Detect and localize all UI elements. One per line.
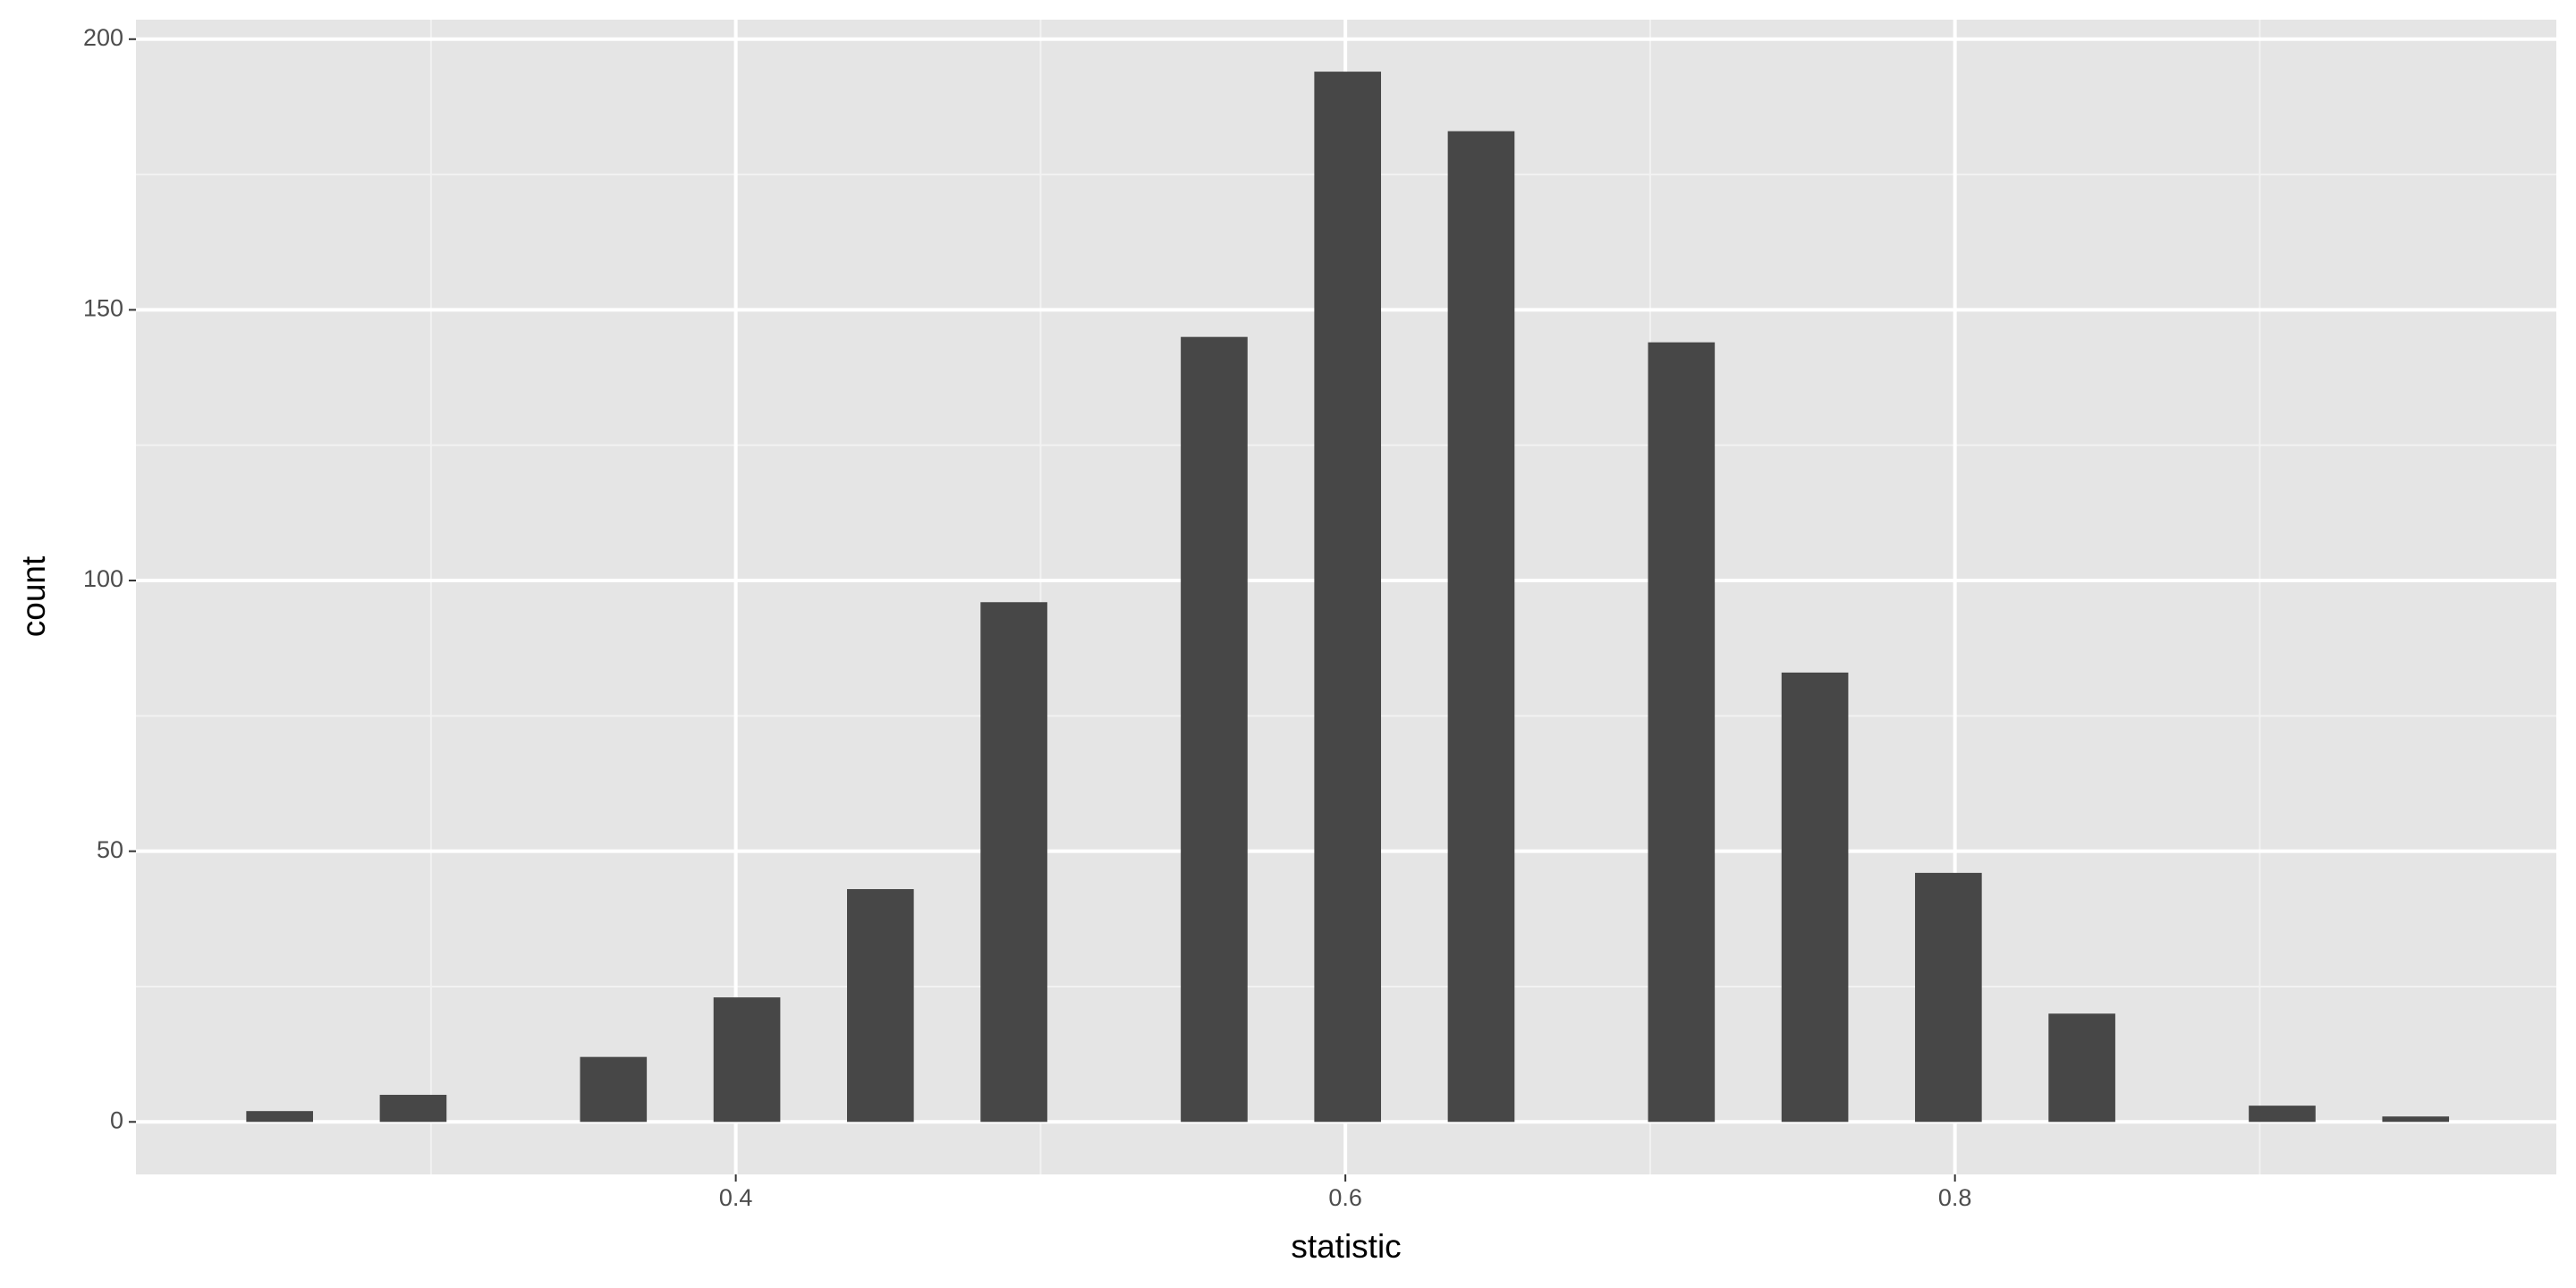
x-tick-label: 0.4 [719, 1184, 753, 1211]
y-axis-title: count [15, 555, 52, 637]
x-tick-label: 0.8 [1938, 1184, 1972, 1211]
x-tick-label: 0.6 [1328, 1184, 1362, 1211]
y-tick-label: 100 [83, 565, 123, 592]
y-tick-label: 50 [97, 836, 123, 863]
bar [1447, 131, 1515, 1123]
bar [1915, 872, 1982, 1123]
bar [713, 997, 781, 1123]
bar [847, 889, 914, 1123]
bar [1781, 672, 1849, 1123]
bar [246, 1111, 313, 1123]
y-tick-label: 200 [83, 24, 123, 51]
bar [379, 1095, 447, 1123]
bar [2048, 1013, 2115, 1123]
bar [980, 602, 1047, 1123]
bar [1181, 336, 1248, 1123]
bar [1314, 72, 1382, 1123]
y-tick-label: 0 [110, 1106, 123, 1133]
bar [1648, 342, 1716, 1123]
bar [2382, 1116, 2450, 1123]
y-tick-label: 150 [83, 295, 123, 322]
x-axis-title: statistic [1291, 1228, 1401, 1265]
bar [580, 1056, 648, 1123]
bar [2249, 1106, 2316, 1123]
